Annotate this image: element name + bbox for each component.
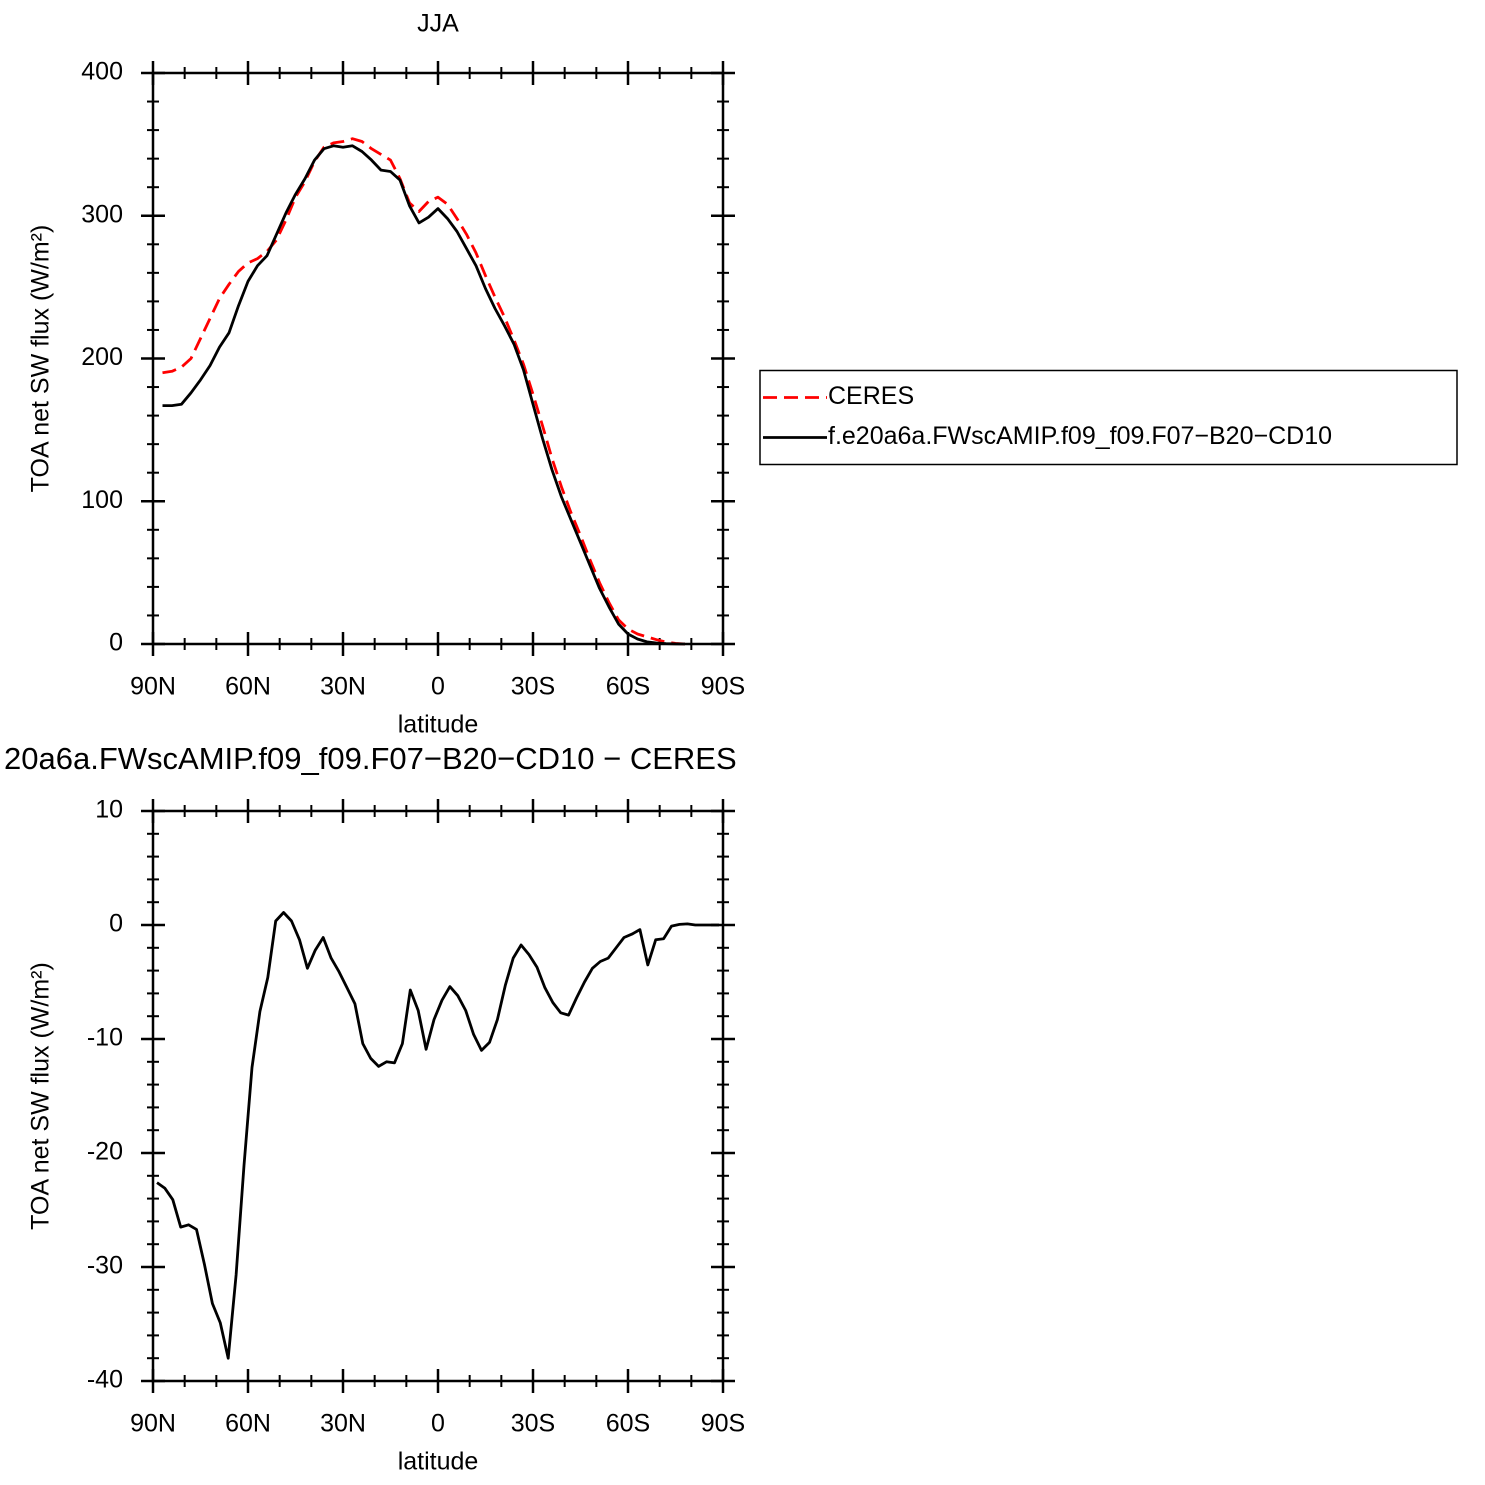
- x-tick-label: 30N: [320, 1410, 366, 1438]
- y-tick-label: 400: [81, 58, 123, 86]
- y-tick-label: 200: [81, 343, 123, 371]
- chart-title: JJA: [417, 10, 459, 38]
- y-tick-label: -10: [87, 1024, 123, 1052]
- x-tick-label: 60S: [606, 673, 650, 701]
- x-tick-label: 90N: [130, 1410, 176, 1438]
- legend-label: f.e20a6a.FWscAMIP.f09_f09.F07−B20−CD10: [828, 422, 1332, 450]
- y-tick-label: -40: [87, 1366, 123, 1394]
- plot-frame: [151, 809, 725, 1383]
- chart-title: 20a6a.FWscAMIP.f09_f09.F07−B20−CD10 − CE…: [4, 741, 737, 776]
- x-tick-label: 30S: [511, 673, 555, 701]
- data-line: [162, 144, 686, 646]
- data-line: [156, 911, 719, 1360]
- data-line: [162, 137, 686, 646]
- legend-label: CERES: [828, 382, 914, 410]
- x-tick-label: 0: [431, 1410, 445, 1438]
- y-axis-label: TOA net SW flux (W/m²): [27, 225, 55, 493]
- x-tick-label: 30N: [320, 673, 366, 701]
- x-tick-label: 30S: [511, 1410, 555, 1438]
- x-tick-label: 60N: [225, 1410, 271, 1438]
- y-tick-label: 0: [109, 629, 123, 657]
- y-axis-label: TOA net SW flux (W/m²): [27, 962, 55, 1230]
- y-tick-label: -30: [87, 1252, 123, 1280]
- y-tick-label: 0: [109, 910, 123, 938]
- x-tick-label: 90S: [701, 673, 745, 701]
- x-axis-label: latitude: [398, 711, 479, 739]
- legend-box: [759, 369, 1458, 466]
- x-tick-label: 0: [431, 673, 445, 701]
- y-tick-label: 100: [81, 486, 123, 514]
- plot-frame: [151, 71, 725, 646]
- x-axis-label: latitude: [398, 1448, 479, 1476]
- x-tick-label: 60N: [225, 673, 271, 701]
- x-tick-label: 90S: [701, 1410, 745, 1438]
- y-tick-label: 10: [95, 796, 123, 824]
- y-tick-label: -20: [87, 1138, 123, 1166]
- y-tick-label: 300: [81, 200, 123, 228]
- x-tick-label: 90N: [130, 673, 176, 701]
- x-tick-label: 60S: [606, 1410, 650, 1438]
